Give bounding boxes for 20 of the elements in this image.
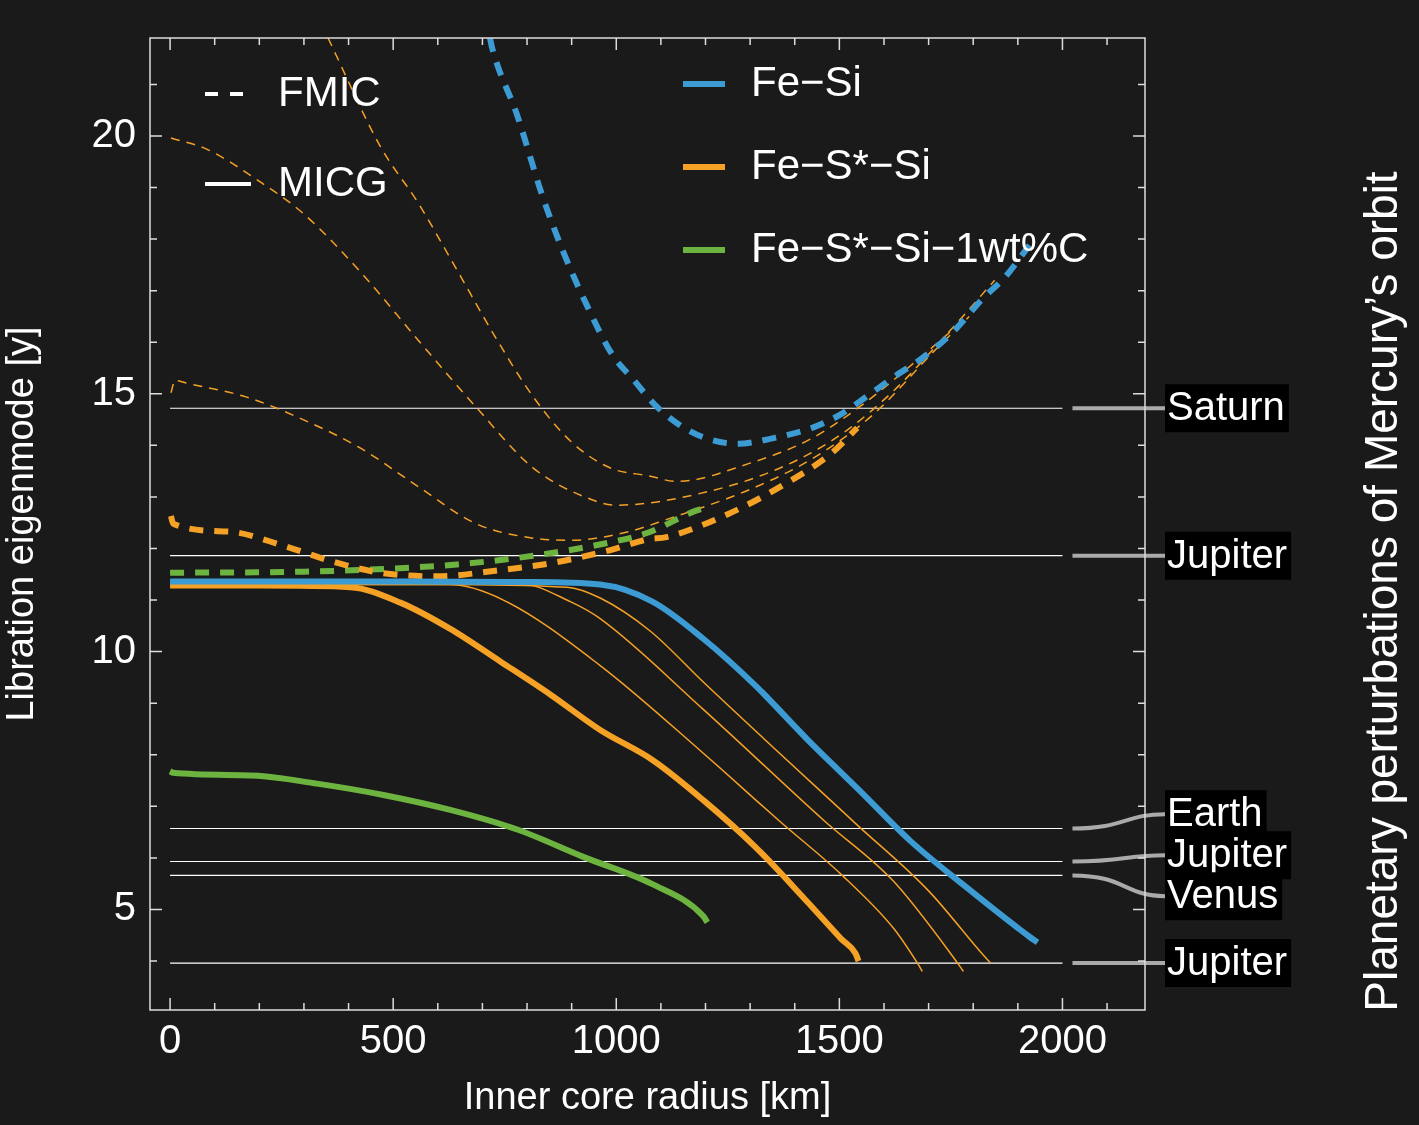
legend-label: FMIC: [278, 67, 381, 115]
y-tick-label: 10: [91, 626, 136, 671]
x-tick-label: 500: [359, 1017, 427, 1062]
x-tick-label: 0: [158, 1017, 182, 1062]
ref-line-label: Jupiter: [1167, 939, 1288, 984]
legend-label: Fe−Si: [751, 57, 862, 105]
x-tick-label: 1000: [571, 1017, 661, 1062]
legend-label: Fe−S*−Si: [751, 140, 931, 188]
legend-label: MICG: [278, 157, 388, 205]
y-tick-label: 5: [113, 884, 136, 929]
ref-line-label: Saturn: [1167, 384, 1285, 429]
y-axis-title: Libration eigenmode [y]: [0, 326, 42, 722]
x-axis-title: Inner core radius [km]: [463, 1074, 832, 1117]
y-tick-label: 15: [91, 368, 136, 413]
y-tick-label: 20: [91, 111, 136, 155]
x-tick-label: 2000: [1017, 1017, 1107, 1062]
ref-line-label: Jupiter: [1167, 531, 1288, 576]
x-tick-label: 1500: [794, 1017, 884, 1062]
legend-label: Fe−S*−Si−1wt%C: [751, 223, 1089, 271]
y2-axis-title: Planetary perturbations of Mercury’s orbit: [1354, 171, 1407, 1012]
